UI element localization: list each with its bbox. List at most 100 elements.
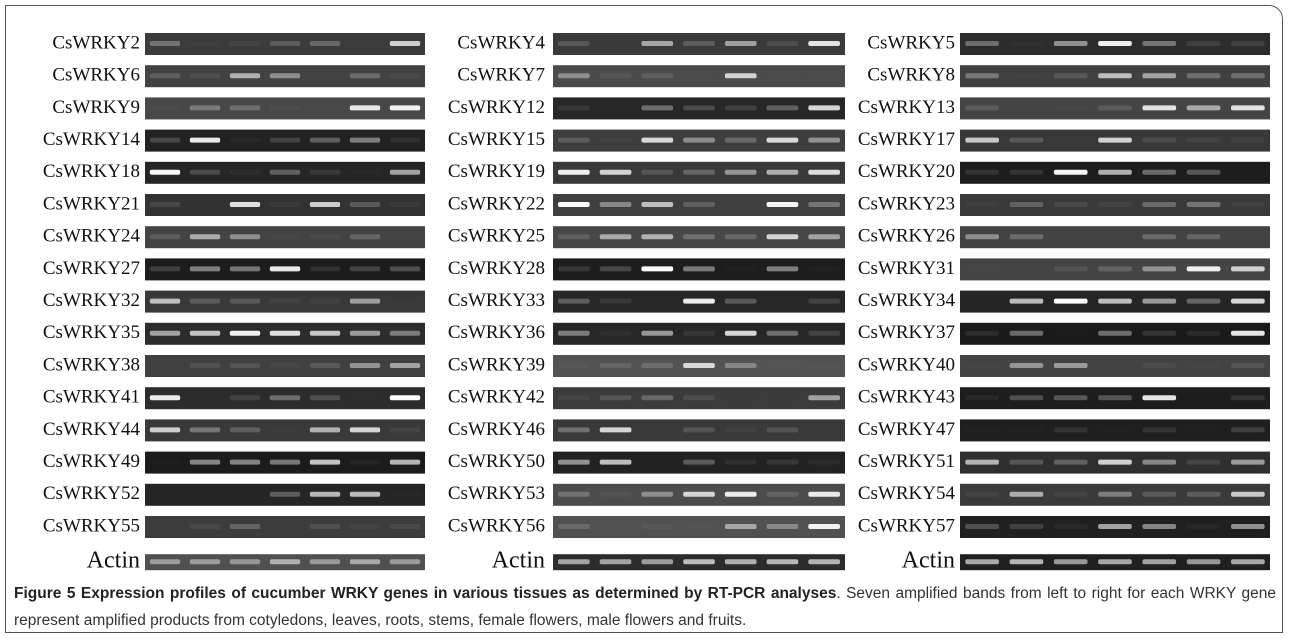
gel-band [683, 266, 715, 272]
gene-label: CsWRKY13 [858, 97, 955, 118]
gel-band [229, 491, 261, 497]
gel-band [1053, 41, 1088, 46]
gel-band [1186, 298, 1221, 304]
gene-label: CsWRKY36 [448, 322, 545, 343]
gel-band [149, 395, 181, 401]
gel-band [1142, 459, 1177, 465]
gel-band [1142, 234, 1177, 240]
gel-band [1098, 459, 1132, 465]
figure-frame [5, 5, 1283, 633]
gel-band [229, 363, 261, 368]
gel-band [1009, 395, 1044, 401]
gel-band [558, 298, 590, 304]
gel-band [599, 137, 632, 143]
gel-band [1186, 105, 1221, 111]
gene-label: CsWRKY57 [858, 515, 955, 536]
gel-band [309, 330, 341, 336]
gel-band [309, 202, 341, 207]
gel-band [1053, 330, 1088, 336]
gel-band [1053, 491, 1088, 497]
gene-label: CsWRKY21 [43, 193, 140, 214]
gel-band [683, 169, 715, 175]
gel-band [683, 427, 715, 433]
gene-label: CsWRKY8 [867, 65, 955, 86]
gel-panel: CsWRKY2 CsWRKY6 CsWRKY9 CsWRKY14 CsWRKY18 CsW… [43, 32, 1270, 574]
gel-band [1231, 491, 1265, 497]
gel-band [1053, 363, 1088, 368]
gel-band [641, 73, 674, 79]
gel-band [189, 234, 221, 240]
gel-band [309, 395, 341, 401]
gel-band [189, 298, 221, 304]
gel-band [349, 41, 381, 46]
gel-band [683, 234, 715, 240]
gene-label: CsWRKY9 [52, 97, 140, 118]
gel-band [683, 395, 715, 401]
gel-band [599, 427, 632, 433]
gel-band [1098, 363, 1132, 368]
gel-band [641, 330, 674, 336]
gel-band [149, 363, 181, 368]
gel-band [189, 330, 221, 336]
gel-band [229, 298, 261, 304]
gene-label: CsWRKY31 [858, 258, 955, 279]
gel-band [766, 137, 799, 143]
gene-label: CsWRKY37 [858, 322, 955, 343]
gel-band [1053, 234, 1088, 240]
gene-label: CsWRKY7 [457, 65, 545, 86]
gel-band [641, 395, 674, 401]
gel-band [558, 41, 590, 46]
gel-band [558, 395, 590, 401]
gel-band [558, 491, 590, 497]
gel-band [349, 137, 381, 143]
gel-band [1142, 105, 1177, 111]
gel-band [1231, 202, 1265, 207]
gel-band [1098, 427, 1132, 433]
gel-band [229, 459, 261, 465]
caption-text: . Seven amplified bands from left to rig… [14, 585, 1276, 629]
gel-band [1142, 73, 1177, 79]
gel-band [766, 330, 799, 336]
gel-band [558, 559, 590, 565]
gel-band [1009, 169, 1044, 175]
gel-band [724, 559, 757, 565]
gel-band [1009, 73, 1044, 79]
gel-band [558, 169, 590, 175]
gel-band [599, 330, 632, 336]
gene-label: CsWRKY23 [858, 193, 955, 214]
gel-band [766, 459, 799, 465]
gel-band [766, 559, 799, 565]
gel-band [229, 395, 261, 401]
gel-band [1098, 559, 1132, 565]
gel-band [766, 298, 799, 304]
gel-band [599, 105, 632, 111]
gene-label: CsWRKY26 [858, 226, 955, 247]
gel-band [149, 41, 181, 46]
gel-band [389, 202, 421, 207]
gel-band [766, 202, 799, 207]
gel-band [965, 559, 999, 565]
gel-band [389, 105, 421, 111]
gel-band [149, 491, 181, 497]
gel-band [808, 234, 840, 240]
gel-band [683, 202, 715, 207]
gel-band [599, 524, 632, 529]
gel-band [189, 524, 221, 529]
gel-band [149, 330, 181, 336]
gel-band [1053, 169, 1088, 175]
gel-band [1009, 266, 1044, 272]
gel-band [189, 559, 221, 565]
gel-band [766, 395, 799, 401]
gene-label: Actin [902, 548, 955, 574]
gel-band [558, 266, 590, 272]
gel-band [1098, 41, 1132, 46]
gene-label: CsWRKY5 [867, 32, 955, 53]
gel-band [1053, 137, 1088, 143]
gel-band [724, 330, 757, 336]
gel-band [309, 105, 341, 111]
gel-band [149, 202, 181, 207]
gel-band [965, 427, 999, 433]
gel-band [1142, 266, 1177, 272]
gel-band [269, 298, 301, 304]
gel-band [1053, 559, 1088, 565]
